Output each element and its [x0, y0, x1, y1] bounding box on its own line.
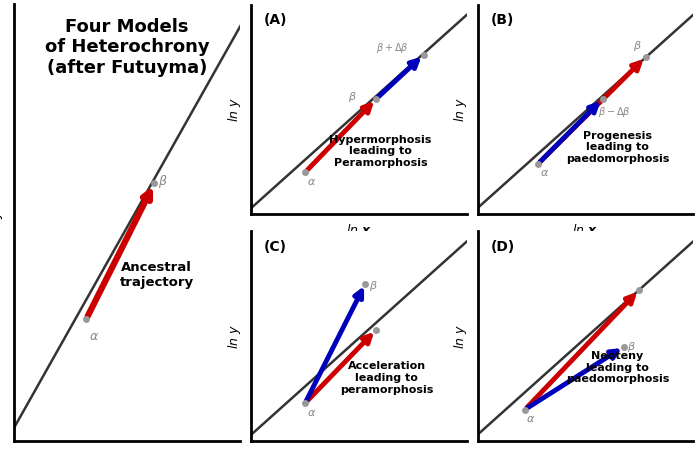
Text: $\mathit{ln}$ y: $\mathit{ln}$ y [225, 97, 242, 122]
Text: Acceleration
leading to
peramorphosis: Acceleration leading to peramorphosis [340, 361, 433, 395]
Text: $\alpha$: $\alpha$ [307, 408, 316, 418]
Text: $\mathit{ln}$ y: $\mathit{ln}$ y [0, 209, 5, 236]
Text: Neoteny
leading to
paedomorphosis: Neoteny leading to paedomorphosis [566, 351, 669, 384]
Text: $\mathit{ln}$ x: $\mathit{ln}$ x [572, 223, 598, 237]
Text: (C): (C) [264, 239, 287, 253]
Text: $\alpha$: $\alpha$ [89, 330, 99, 343]
Text: Ancestral
trajectory: Ancestral trajectory [120, 261, 194, 289]
Text: $\beta$: $\beta$ [348, 90, 357, 104]
Text: (D): (D) [491, 239, 514, 253]
Text: $\mathit{ln}$ y: $\mathit{ln}$ y [452, 97, 469, 122]
Text: $\beta$: $\beta$ [633, 40, 641, 54]
Text: $\beta-\Delta\beta$: $\beta-\Delta\beta$ [598, 104, 631, 118]
Text: $\mathit{ln}$ y: $\mathit{ln}$ y [452, 324, 469, 348]
Text: (A): (A) [264, 13, 288, 27]
Text: Progenesis
leading to
paedomorphosis: Progenesis leading to paedomorphosis [566, 130, 669, 164]
Text: $\beta+\Delta\beta$: $\beta+\Delta\beta$ [376, 40, 409, 54]
Text: (B): (B) [491, 13, 514, 27]
Text: $\mathit{ln}$ x: $\mathit{ln}$ x [346, 223, 372, 237]
Text: Hypermorphosis
leading to
Peramorphosis: Hypermorphosis leading to Peramorphosis [329, 135, 432, 168]
Text: $\alpha$: $\alpha$ [540, 168, 550, 179]
Text: $\beta$: $\beta$ [158, 173, 167, 190]
Text: Four Models
of Heterochrony
(after Futuyma): Four Models of Heterochrony (after Futuy… [45, 18, 209, 77]
Text: $\beta$: $\beta$ [369, 279, 377, 292]
Text: $\alpha$: $\alpha$ [526, 414, 536, 424]
Text: $\beta$: $\beta$ [627, 340, 636, 354]
Text: $\alpha$: $\alpha$ [307, 177, 316, 187]
Text: $\mathit{ln}$ y: $\mathit{ln}$ y [225, 324, 242, 348]
